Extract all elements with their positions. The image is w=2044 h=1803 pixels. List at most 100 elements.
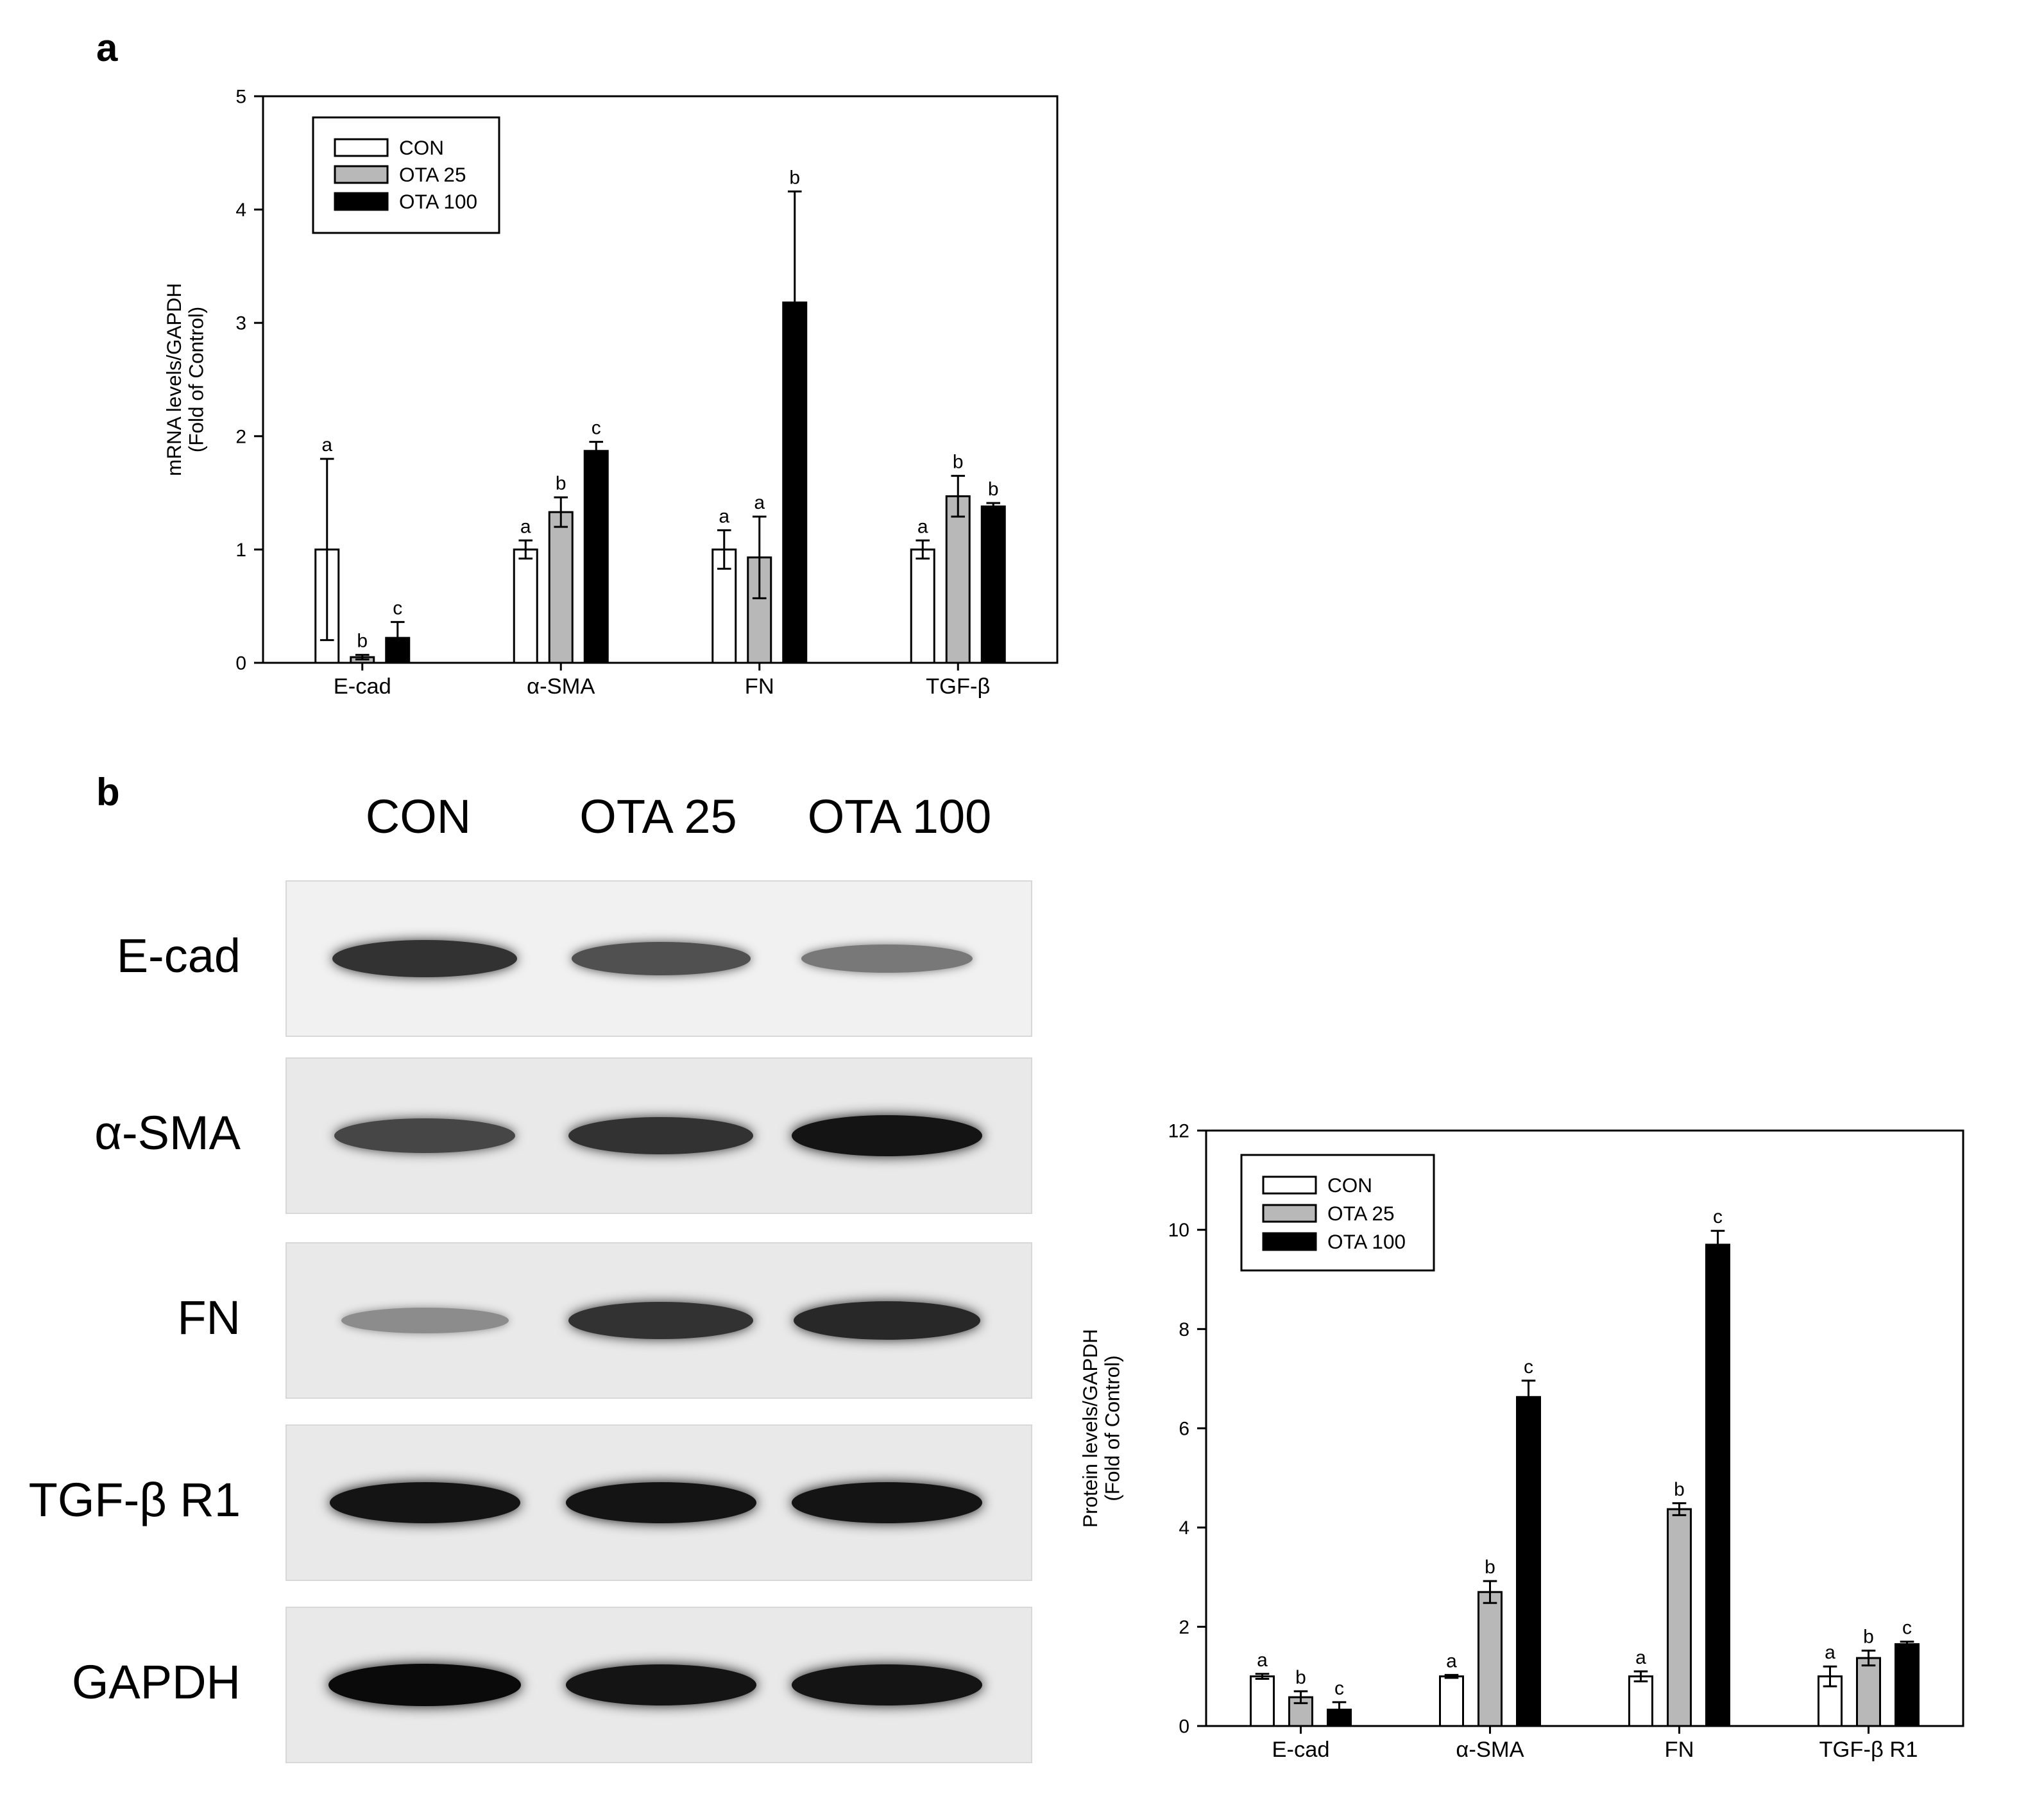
- y-tick-label: 0: [1179, 1716, 1189, 1738]
- significance-letter: a: [321, 434, 332, 456]
- blot-band: [793, 1301, 980, 1340]
- bar: [1516, 1396, 1541, 1727]
- blot-band: [329, 1482, 520, 1523]
- blot-band: [565, 1664, 756, 1705]
- bar: [945, 495, 971, 664]
- bar: [1667, 1508, 1692, 1727]
- blot-band: [568, 1302, 753, 1339]
- x-tick-label: TGF-β: [926, 674, 990, 699]
- y-tick-label: 6: [1179, 1419, 1189, 1440]
- y-axis-label: Protein levels/GAPDH(Fold of Control): [1078, 1329, 1124, 1528]
- blot-row-label: E-cad: [116, 929, 241, 982]
- legend-label: OTA 100: [399, 190, 477, 213]
- significance-letter: b: [1485, 1557, 1495, 1578]
- significance-letter: c: [1902, 1618, 1912, 1639]
- significance-letter: a: [1257, 1650, 1268, 1671]
- legend-swatch: [1262, 1175, 1317, 1195]
- lane-label-con: CON: [365, 790, 472, 843]
- legend-swatch: [1262, 1232, 1317, 1251]
- significance-letter: c: [1334, 1678, 1344, 1699]
- y-tick-label: 12: [1168, 1121, 1189, 1142]
- blot-strip: [285, 1242, 1032, 1399]
- y-tick-label: 3: [235, 313, 246, 334]
- blot-band: [568, 1117, 753, 1154]
- blot-strip: [285, 1607, 1032, 1763]
- y-axis-label-line: mRNA levels/GAPDH: [162, 283, 185, 476]
- y-tick-label: 1: [235, 540, 246, 561]
- bar: [910, 548, 935, 664]
- x-tick-label: E-cad: [334, 674, 391, 699]
- legend-label: OTA 25: [1327, 1202, 1394, 1225]
- bar: [980, 505, 1006, 664]
- significance-letter: b: [988, 479, 999, 500]
- significance-letter: c: [1524, 1356, 1533, 1378]
- blot-row-label: TGF-β R1: [28, 1473, 241, 1526]
- blot-row-label: α-SMA: [94, 1106, 241, 1159]
- bar: [1439, 1675, 1464, 1727]
- bar: [1628, 1675, 1653, 1727]
- significance-letter: a: [1825, 1642, 1835, 1663]
- significance-letter: a: [719, 506, 729, 527]
- y-tick-label: 2: [235, 426, 246, 447]
- x-tick-label: FN: [1665, 1738, 1694, 1762]
- blot-band: [328, 1664, 521, 1706]
- significance-letter: b: [1295, 1667, 1306, 1688]
- plot-frame: [262, 95, 1059, 664]
- x-tick-label: E-cad: [1272, 1738, 1329, 1762]
- legend-label: CON: [399, 136, 444, 159]
- y-axis-label-line: (Fold of Control): [1101, 1355, 1124, 1501]
- y-tick-label: 2: [1179, 1617, 1189, 1638]
- blot-band: [791, 1664, 982, 1705]
- y-tick-label: 10: [1168, 1220, 1189, 1241]
- significance-letter: a: [917, 516, 928, 537]
- x-tick-label: TGF-β R1: [1819, 1738, 1918, 1762]
- blot-strip: [285, 1424, 1032, 1581]
- bar: [1856, 1657, 1881, 1727]
- legend-swatch: [334, 192, 389, 211]
- blot-row-label: GAPDH: [71, 1655, 241, 1709]
- legend-label: OTA 100: [1327, 1230, 1406, 1253]
- blot-band: [565, 1482, 756, 1523]
- bar: [711, 548, 737, 664]
- x-tick-label: α-SMA: [1456, 1738, 1524, 1762]
- y-axis-label: mRNA levels/GAPDH(Fold of Control): [162, 283, 208, 476]
- significance-letter: b: [357, 631, 368, 652]
- legend-swatch: [1262, 1204, 1317, 1223]
- significance-letter: b: [1674, 1479, 1685, 1500]
- significance-letter: a: [1635, 1647, 1646, 1668]
- blot-row-label: FN: [177, 1291, 241, 1344]
- y-tick-label: 8: [1179, 1319, 1189, 1340]
- blot-band: [801, 944, 973, 973]
- bar: [1288, 1696, 1313, 1727]
- significance-letter: b: [953, 452, 964, 473]
- blot-band: [791, 1115, 982, 1156]
- significance-letter: c: [1713, 1206, 1723, 1227]
- panel-a-letter: a: [96, 26, 118, 69]
- y-tick-label: 4: [235, 200, 246, 221]
- y-tick-label: 5: [235, 87, 246, 108]
- blot-band: [791, 1482, 982, 1523]
- blot-band: [571, 942, 751, 975]
- bar: [1705, 1243, 1730, 1727]
- bar: [1250, 1675, 1275, 1727]
- blot-band: [334, 1118, 515, 1153]
- legend-swatch: [334, 165, 389, 184]
- significance-letter: c: [592, 418, 601, 439]
- y-tick-label: 4: [1179, 1517, 1189, 1539]
- blot-strip: [285, 880, 1032, 1037]
- x-tick-label: α-SMA: [527, 674, 595, 699]
- bar: [1478, 1591, 1503, 1727]
- significance-letter: b: [1863, 1626, 1874, 1647]
- panel-b-letter: b: [96, 771, 120, 814]
- legend-label: OTA 25: [399, 163, 466, 186]
- y-axis-label-line: (Fold of Control): [185, 307, 208, 453]
- blot-band: [332, 940, 517, 977]
- y-axis-label-line: Protein levels/GAPDH: [1078, 1329, 1102, 1528]
- significance-letter: b: [789, 167, 800, 188]
- blot-band: [341, 1308, 509, 1333]
- legend-swatch: [334, 138, 389, 157]
- bar: [1895, 1643, 1920, 1727]
- x-tick-label: FN: [745, 674, 774, 699]
